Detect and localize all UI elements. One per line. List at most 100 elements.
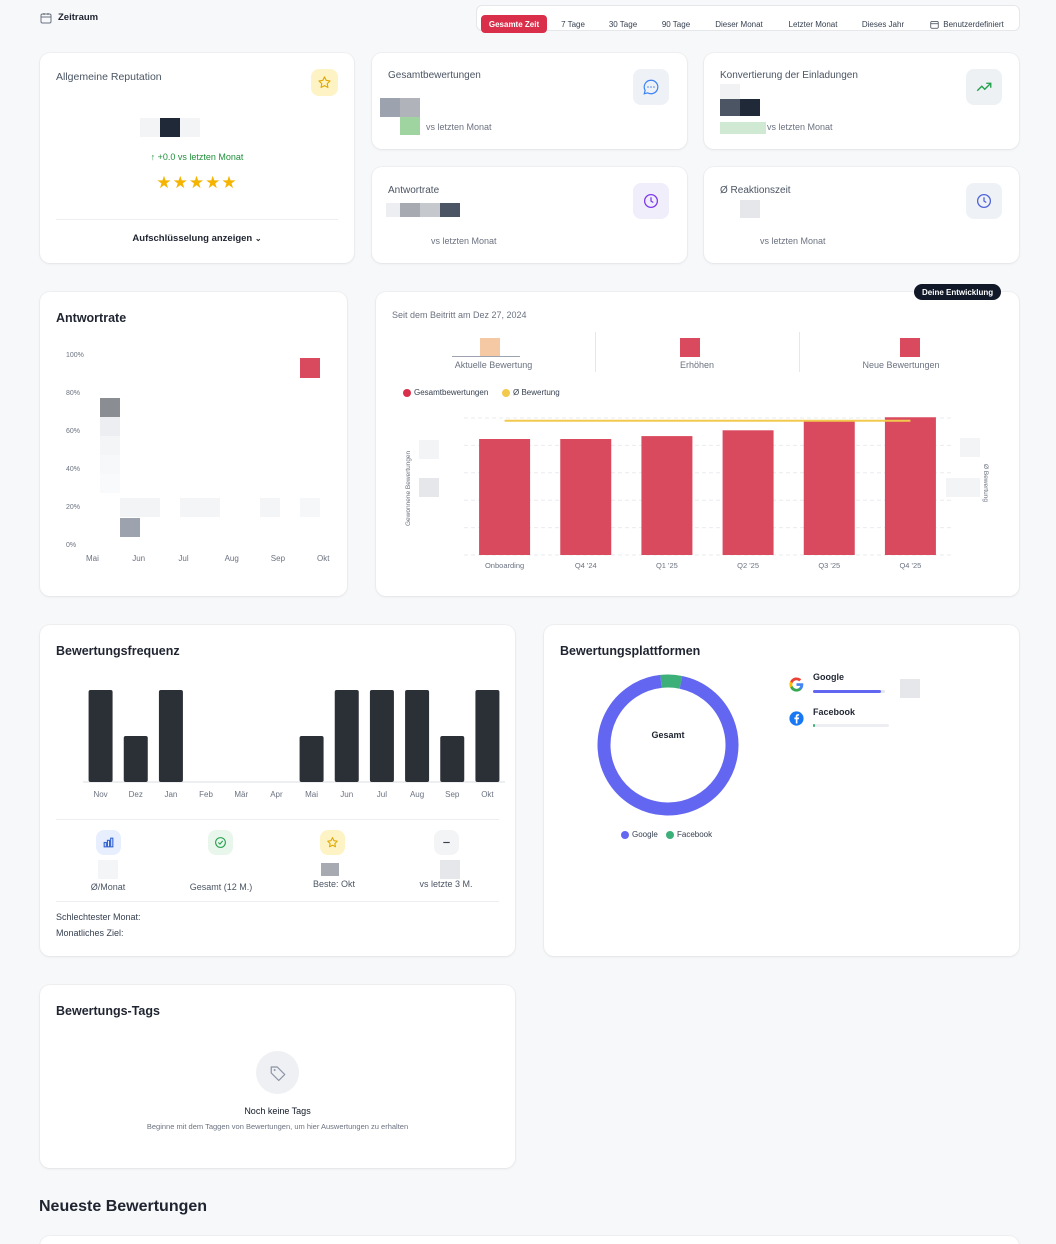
platform-count-redacted [900, 679, 920, 698]
tab-7-tage[interactable]: 7 Tage [561, 19, 585, 29]
tags-title: Bewertungs-Tags [56, 1004, 160, 1018]
bar [158, 690, 183, 782]
frequency-plot: Nov Dez Jan Feb Mär Apr Mai Jun Jul Aug Sep Okt [83, 690, 505, 799]
x-tick-label: Jun [340, 790, 353, 799]
x-tick-label: Okt [481, 790, 494, 799]
x-tick-label: Q3 '25 [818, 561, 840, 570]
development-badge: Deine Entwicklung [914, 284, 1002, 300]
x-tick-label: Onboarding [485, 561, 524, 570]
x-tick-label: Sep [270, 554, 286, 563]
legend-item: Google [621, 830, 658, 839]
legend-dot [403, 388, 411, 397]
stat-card-invite-conversion: Konvertierung der Einladungen vs letzten… [704, 53, 1019, 149]
metric-value-redacted [321, 863, 339, 876]
x-tick-label: Jun [132, 554, 146, 563]
legend-item: Gesamtbewertungen [403, 388, 488, 397]
empty-title: Noch keine Tags [244, 1106, 311, 1116]
x-tick-label: Sep [445, 790, 460, 799]
bar [405, 690, 430, 782]
stat-value-redacted [420, 203, 440, 217]
plot-redacted [100, 474, 120, 493]
y-tick-label: 20% [66, 504, 81, 511]
legend-dot [666, 830, 674, 839]
tab-benutzerdefiniert[interactable]: Benutzerdefiniert [921, 15, 1013, 33]
x-tick-label: Q1 '25 [656, 561, 678, 570]
bar [299, 736, 324, 782]
legend-item: Ø Bewertung [502, 388, 560, 397]
kpi-label: Erhöhen [679, 360, 715, 370]
platforms-card: Bewertungsplattformen Gesamt Google Face… [544, 625, 1019, 956]
plot-redacted [100, 455, 120, 474]
star-icon [320, 830, 345, 855]
stat-card-total-reviews: Gesamtbewertungen vs letzten Monat [372, 53, 687, 149]
x-tick-label: Nov [93, 790, 107, 799]
bar [475, 690, 500, 782]
stat-value-redacted [720, 99, 740, 116]
stat-compare: vs letzten Monat [760, 236, 826, 246]
bar [641, 436, 693, 555]
stat-compare: vs letzten Monat [767, 122, 833, 132]
bar [803, 420, 855, 555]
check-circle-icon [208, 830, 233, 855]
bar [560, 439, 612, 555]
tab-dieser-monat[interactable]: Dieser Monat [715, 19, 763, 29]
kpi-value-redacted [480, 338, 500, 357]
platform-bar-track [813, 690, 885, 693]
legend-dot [502, 388, 510, 397]
legend-item: Facebook [666, 830, 712, 839]
bar [884, 417, 936, 555]
rating-value-redacted [180, 118, 200, 137]
plot-redacted [100, 436, 120, 455]
reputation-change: ↑ +0.0 vs letzten Monat [40, 152, 354, 162]
divider [452, 356, 520, 357]
platform-bar-track [813, 724, 889, 727]
bar [334, 690, 359, 782]
clock-icon [966, 183, 1002, 219]
bar [88, 690, 113, 782]
tags-card: Bewertungs-Tags Noch keine Tags Beginne … [40, 985, 515, 1168]
plot-redacted [260, 498, 280, 517]
tab-benutzerdefiniert-label: Benutzerdefiniert [943, 19, 1004, 29]
tab-letzter-monat[interactable]: Letzter Monat [788, 19, 838, 29]
donut-slice [597, 674, 739, 816]
breakdown-toggle[interactable]: Aufschlüsselung anzeigen ⌄ [40, 233, 354, 244]
tab-90-tage[interactable]: 90 Tage [661, 19, 691, 29]
since-date: Seit dem Beitritt am Dez 27, 2024 [392, 310, 527, 320]
tab-dieses-jahr[interactable]: Dieses Jahr [861, 19, 905, 29]
x-tick-label: Feb [199, 790, 213, 799]
tab-gesamte-zeit[interactable]: Gesamte Zeit [481, 15, 547, 33]
rating-stars: ★★★★★ [156, 173, 238, 192]
platform-name: Google [813, 672, 844, 682]
latest-reviews-title: Neueste Bewertungen [39, 1198, 208, 1215]
stat-value-redacted [740, 99, 760, 116]
tab-30-tage[interactable]: 30 Tage [608, 19, 638, 29]
bar [479, 439, 531, 555]
stat-value-redacted [380, 98, 400, 117]
breakdown-label: Aufschlüsselung anzeigen [132, 233, 253, 244]
empty-text: Beginne mit dem Taggen von Bewertungen, … [146, 1122, 409, 1131]
metric-value-redacted [440, 860, 460, 879]
development-chart-card: Deine Entwicklung Seit dem Beitritt am D… [376, 284, 1019, 596]
x-tick-label: Dez [129, 790, 143, 799]
stat-card-reaction-time: Ø Reaktionszeit vs letzten Monat [704, 167, 1019, 263]
y-tick-redacted [946, 478, 980, 497]
stat-label: Gesamtbewertungen [388, 70, 481, 81]
x-tick-label: Q4 '24 [575, 561, 597, 570]
calendar-icon [40, 11, 54, 25]
legend-label: Facebook [677, 830, 713, 839]
plot-redacted [100, 398, 120, 417]
stat-change-redacted [720, 122, 766, 134]
divider [56, 219, 338, 220]
chevron-down-icon: ⌄ [254, 234, 262, 243]
worst-month-label: Schlechtester Monat: [56, 912, 141, 922]
development-plot: Onboarding Q4 '24 Q1 '25 Q2 '25 Q3 '25 Q4 '25 [464, 417, 951, 570]
platform-bar-fill [813, 690, 882, 693]
plot-redacted [120, 518, 140, 537]
platform-name: Facebook [813, 707, 856, 717]
y-tick-redacted [419, 440, 439, 459]
stat-label: Konvertierung der Einladungen [720, 70, 858, 81]
reputation-title: Allgemeine Reputation [56, 71, 162, 83]
kpi-value-redacted [680, 338, 700, 357]
metric-label: Gesamt (12 M.) [189, 882, 253, 892]
stat-value-redacted [386, 203, 400, 217]
